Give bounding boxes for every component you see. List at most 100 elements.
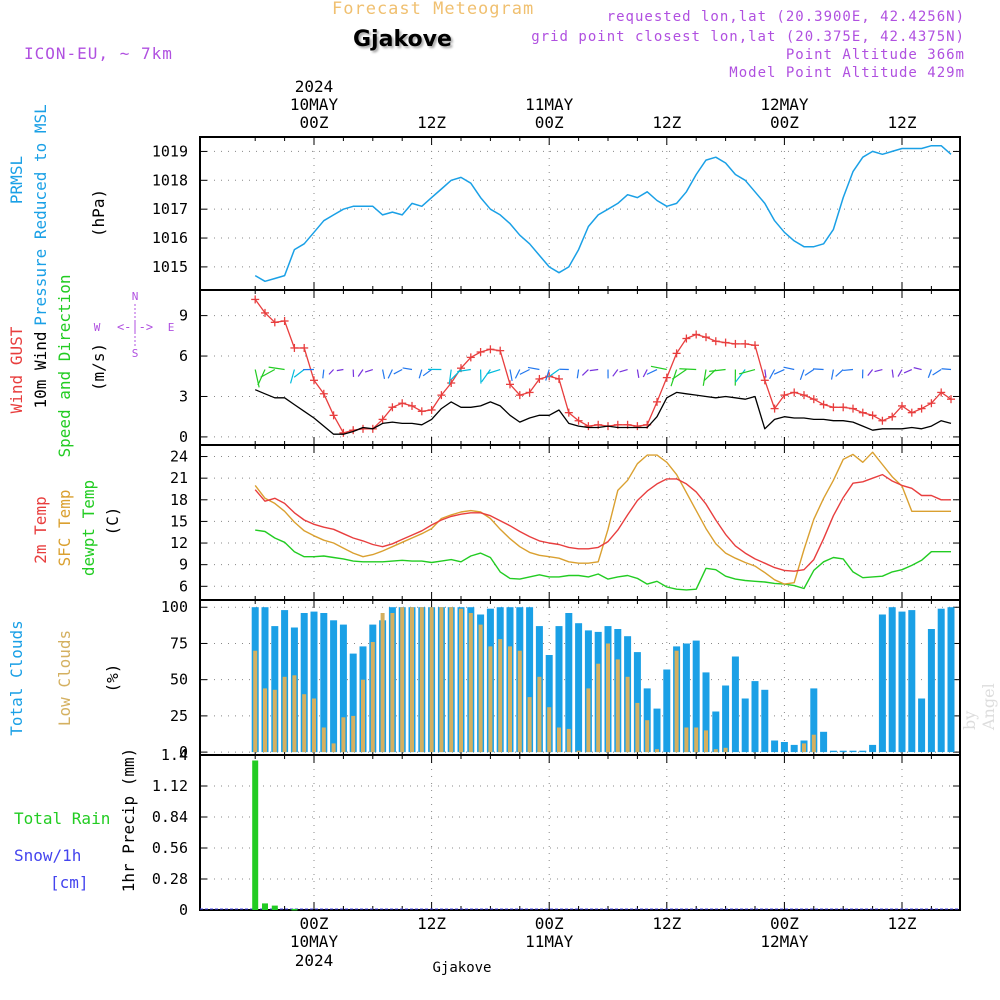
clouds-ytick-label: 25 xyxy=(170,707,188,725)
total-cloud-bar xyxy=(790,744,798,753)
temp-2m-line xyxy=(254,473,951,572)
low-cloud-bar xyxy=(321,727,326,753)
wind-ytick-label: 3 xyxy=(179,387,188,405)
precipitation-panel: 0 0.28 0.56 0.84 1.12 1.4 xyxy=(152,746,961,919)
pressure-ytick-label: 1016 xyxy=(152,229,188,247)
gust-marker xyxy=(525,388,534,397)
gust-marker xyxy=(437,391,446,400)
sfc-temp-label: SFC Temp xyxy=(55,489,74,566)
low-cloud-bar xyxy=(625,676,630,753)
total-cloud-bar xyxy=(859,750,867,753)
low-cloud-bar xyxy=(429,607,434,753)
temperature-ytick-label: 18 xyxy=(170,491,188,509)
gust-marker xyxy=(476,348,485,356)
gust-marker xyxy=(653,397,661,406)
gust-marker xyxy=(574,416,583,425)
gust-marker xyxy=(270,318,279,327)
precipitation-ytick-label: 0.84 xyxy=(152,808,188,826)
low-cloud-bar xyxy=(674,650,679,753)
low-cloud-bar xyxy=(723,747,728,753)
low-cloud-bar xyxy=(586,688,591,753)
low-cloud-bar xyxy=(606,643,610,753)
temperature-ytick-label: 15 xyxy=(170,512,188,530)
wind-direction-arrow xyxy=(486,368,501,375)
total-cloud-bar xyxy=(927,629,935,753)
low-cloud-bar xyxy=(459,608,463,753)
gust-marker xyxy=(564,408,573,417)
total-cloud-bar xyxy=(810,688,818,753)
total-cloud-bar xyxy=(820,731,828,753)
compass-east: E xyxy=(168,321,175,334)
total-cloud-bar xyxy=(653,708,661,753)
gust-marker xyxy=(280,317,289,325)
bottom-time-label: 00Z xyxy=(535,914,564,933)
pressure-ytick-label: 1019 xyxy=(152,142,188,160)
low-cloud-bar xyxy=(370,642,375,753)
total-cloud-bar xyxy=(751,681,759,753)
low-cloud-bar xyxy=(537,676,542,753)
low-cloud-bar xyxy=(253,650,258,753)
model-label: ICON-EU, ~ 7km xyxy=(24,44,173,63)
speed-direction-label: Speed and Direction xyxy=(55,274,74,457)
total-cloud-bar xyxy=(692,640,700,753)
pressure-ytick-label: 1015 xyxy=(152,258,188,276)
wind-direction-arrow xyxy=(897,369,903,377)
bottom-date-label: 10MAY xyxy=(290,932,339,951)
wind-gust-label: Wind GUST xyxy=(7,326,26,413)
total-cloud-bar xyxy=(722,685,730,753)
low-cloud-bar xyxy=(400,607,405,753)
total-cloud-bar xyxy=(339,624,347,753)
gust-marker xyxy=(251,295,260,304)
wind-direction-arrow xyxy=(932,369,942,376)
wind-ytick-label: 9 xyxy=(179,307,188,325)
gust-marker xyxy=(702,333,710,342)
clouds-ytick-label: 0 xyxy=(179,743,188,761)
gust-marker xyxy=(898,401,906,410)
total-cloud-bar xyxy=(849,750,857,753)
total-cloud-bar xyxy=(869,744,877,753)
top-time-label: 00Z xyxy=(535,113,564,132)
temperature-ytick-label: 24 xyxy=(170,448,188,466)
low-cloud-bar xyxy=(488,646,493,753)
wind-direction-arrow xyxy=(519,368,530,375)
wind-direction-arrow xyxy=(636,369,640,378)
wind-direction-arrow xyxy=(589,368,599,372)
wind-direction-arrow xyxy=(457,368,471,373)
gust-marker xyxy=(868,411,877,420)
gust-marker xyxy=(310,376,318,385)
gust-marker xyxy=(692,330,701,339)
gust-marker xyxy=(907,408,916,417)
wind-direction-arrow xyxy=(804,369,815,376)
wind-direction-arrow xyxy=(548,369,560,378)
low-cloud-bar xyxy=(566,728,571,753)
clouds-ytick-label: 75 xyxy=(170,634,188,652)
wind-direction-arrow xyxy=(364,368,373,373)
total-cloud-bar xyxy=(682,643,690,753)
wind-direction-arrow xyxy=(769,369,776,380)
total-cloud-bar xyxy=(829,750,837,753)
gust-marker xyxy=(711,337,720,346)
total-cloud-bar xyxy=(575,623,583,753)
compass-arrows: <-|-> xyxy=(117,320,153,334)
gust-marker xyxy=(878,416,887,425)
total-cloud-bar xyxy=(555,626,563,753)
gust-marker xyxy=(427,405,436,414)
wind-direction-arrow xyxy=(891,369,894,378)
temperature-ytick-label: 9 xyxy=(179,556,188,574)
gust-marker xyxy=(496,346,505,355)
pressure-frame xyxy=(199,136,961,291)
total-cloud-bar xyxy=(633,652,641,753)
low-cloud-bar xyxy=(272,689,277,753)
top-time-label: 00Z xyxy=(770,113,799,132)
footer-location: Gjakove xyxy=(432,960,491,976)
clouds-ytick-label: 100 xyxy=(161,598,188,616)
temperature-ytick-label: 21 xyxy=(170,469,188,487)
pressure-unit-label: (hPa) xyxy=(89,189,108,237)
gust-marker xyxy=(486,345,495,354)
total-cloud-bar xyxy=(663,669,671,753)
low-cloud-bar xyxy=(645,720,650,753)
low-cloud-bar xyxy=(508,646,512,753)
wind-panel: 0 3 6 9 xyxy=(179,289,961,446)
total-cloud-bar xyxy=(947,607,955,753)
